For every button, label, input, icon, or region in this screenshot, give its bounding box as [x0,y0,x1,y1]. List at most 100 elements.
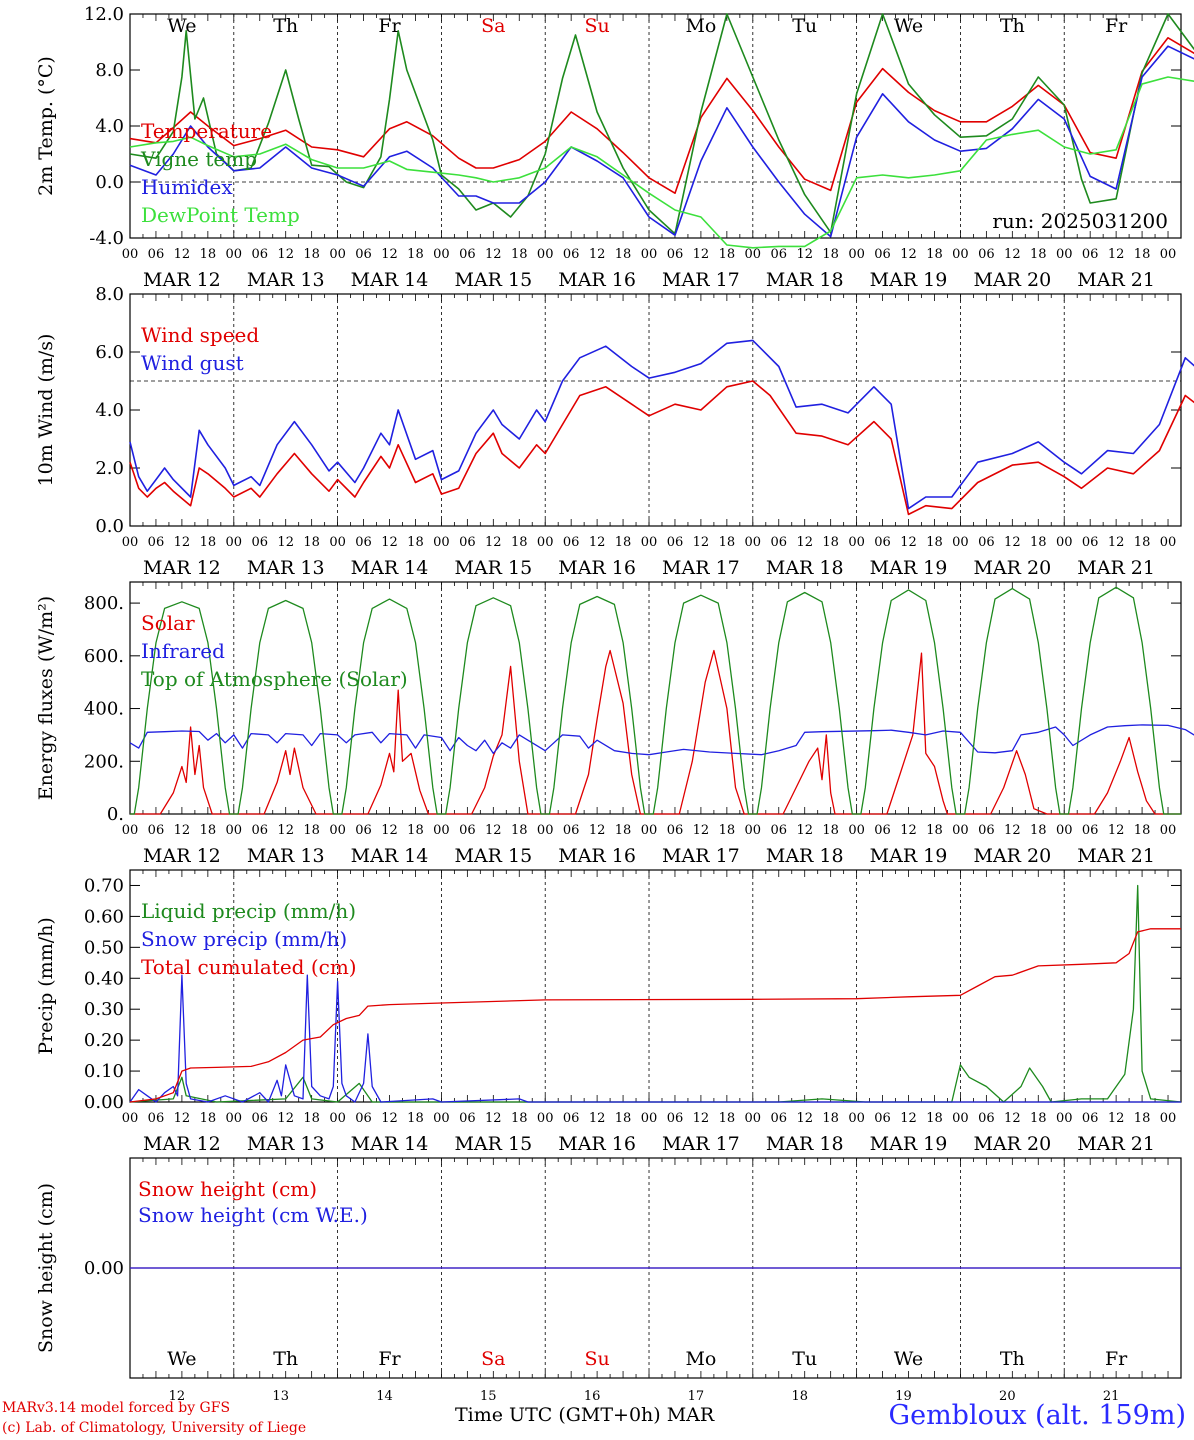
date-label: MAR 12 [143,557,221,579]
hour-label: 12 [1004,1111,1021,1126]
date-label: MAR 21 [1077,269,1155,291]
hour-label: 06 [978,823,995,838]
hour-label: 12 [277,823,294,838]
legend-entry: Snow precip (mm/h) [141,927,347,951]
date-label: MAR 15 [454,845,532,867]
hour-label: 00 [1160,535,1177,550]
day-number: 20 [999,1389,1016,1404]
legend-entry: Vigne temp [140,147,257,171]
date-label: MAR 13 [247,1133,325,1155]
panel-3: 0. 200. 400. 600. 800. Energy fluxes (W/m²) So… [35,581,1194,867]
station-name: Gembloux (alt. 159m) [888,1400,1186,1431]
y-tick-label: 0.60 [84,906,124,927]
day-name: Fr [1105,15,1128,37]
date-label: MAR 15 [454,269,532,291]
date-label: MAR 21 [1077,1133,1155,1155]
hour-label: 00 [1160,247,1177,262]
hour-label: 06 [148,247,165,262]
hour-label: 06 [1082,823,1099,838]
hour-label: 18 [511,247,528,262]
hour-label: 18 [1134,535,1151,550]
date-label: MAR 13 [247,845,325,867]
date-label: MAR 13 [247,269,325,291]
hour-label: 00 [122,1111,139,1126]
hour-label: 00 [952,247,969,262]
day-name: Su [584,1348,609,1370]
y-tick-label: -4.0 [89,228,124,249]
hour-label: 18 [200,823,217,838]
hour-label: 18 [926,247,943,262]
hour-label: 12 [589,535,606,550]
day-number: 21 [1103,1389,1120,1404]
hour-label: 00 [226,247,243,262]
hour-label: 12 [381,1111,398,1126]
hour-label: 12 [900,535,917,550]
day-name: Fr [378,1348,401,1370]
series-line-4 [129,76,1194,249]
plot-frame [129,581,1182,815]
date-label: MAR 19 [870,1133,948,1155]
y-axis-label: 2m Temp. (°C) [35,56,57,196]
hour-label: 06 [874,535,891,550]
hour-label: 06 [1082,535,1099,550]
hour-label: 06 [355,1111,372,1126]
hour-label: 18 [303,1111,320,1126]
hour-label: 18 [200,1111,217,1126]
hour-label: 18 [719,1111,736,1126]
hour-label: 00 [1056,1111,1073,1126]
hour-label: 12 [381,247,398,262]
panel-2: 0.0 2.0 4.0 6.0 8.0 10m Wind (m/s) Wind speed W… [35,284,1194,579]
hour-label: 00 [1056,247,1073,262]
day-number: 18 [791,1389,808,1404]
run-label: run: 2025031200 [992,209,1168,233]
date-label: MAR 17 [662,557,740,579]
date-label: MAR 12 [143,269,221,291]
series-line-3 [130,586,1181,815]
y-tick-label: 0.50 [84,937,124,958]
y-tick-label: 0.40 [84,968,124,989]
hour-label: 00 [745,247,762,262]
hour-label: 12 [693,247,710,262]
hour-label: 00 [641,823,658,838]
hour-label: 06 [770,1111,787,1126]
y-tick-label: 0.00 [84,1092,124,1113]
hour-label: 18 [719,823,736,838]
series-line-1 [129,380,1194,516]
day-name: Mo [685,15,716,37]
hour-label: 06 [251,823,268,838]
lab-credit: (c) Lab. of Climatology, University of L… [2,1420,307,1436]
y-tick-label: 6.0 [95,342,124,363]
hour-label: 06 [148,823,165,838]
hour-label: 18 [822,823,839,838]
hour-label: 06 [978,535,995,550]
hour-label: 00 [537,1111,554,1126]
day-name: Mo [685,1348,716,1370]
hour-label: 06 [148,1111,165,1126]
hour-label: 06 [563,1111,580,1126]
hour-label: 06 [667,247,684,262]
hour-label: 18 [822,1111,839,1126]
legend-entry: Total cumulated (cm) [141,955,357,979]
date-label: MAR 17 [662,845,740,867]
hour-label: 06 [563,823,580,838]
day-name: Su [584,15,609,37]
hour-label: 00 [226,535,243,550]
y-tick-label: 4.0 [95,116,124,137]
hour-label: 18 [303,247,320,262]
hour-label: 00 [537,823,554,838]
hour-label: 06 [459,247,476,262]
hour-label: 18 [719,535,736,550]
hour-label: 18 [1134,247,1151,262]
day-number: 12 [169,1389,186,1404]
hour-label: 18 [407,823,424,838]
hour-label: 00 [329,1111,346,1126]
hour-label: 18 [926,1111,943,1126]
hour-label: 06 [355,247,372,262]
hour-label: 00 [329,823,346,838]
date-label: MAR 14 [351,845,429,867]
hour-label: 12 [1004,823,1021,838]
hour-label: 18 [303,535,320,550]
hour-label: 12 [796,535,813,550]
hour-label: 00 [122,823,139,838]
